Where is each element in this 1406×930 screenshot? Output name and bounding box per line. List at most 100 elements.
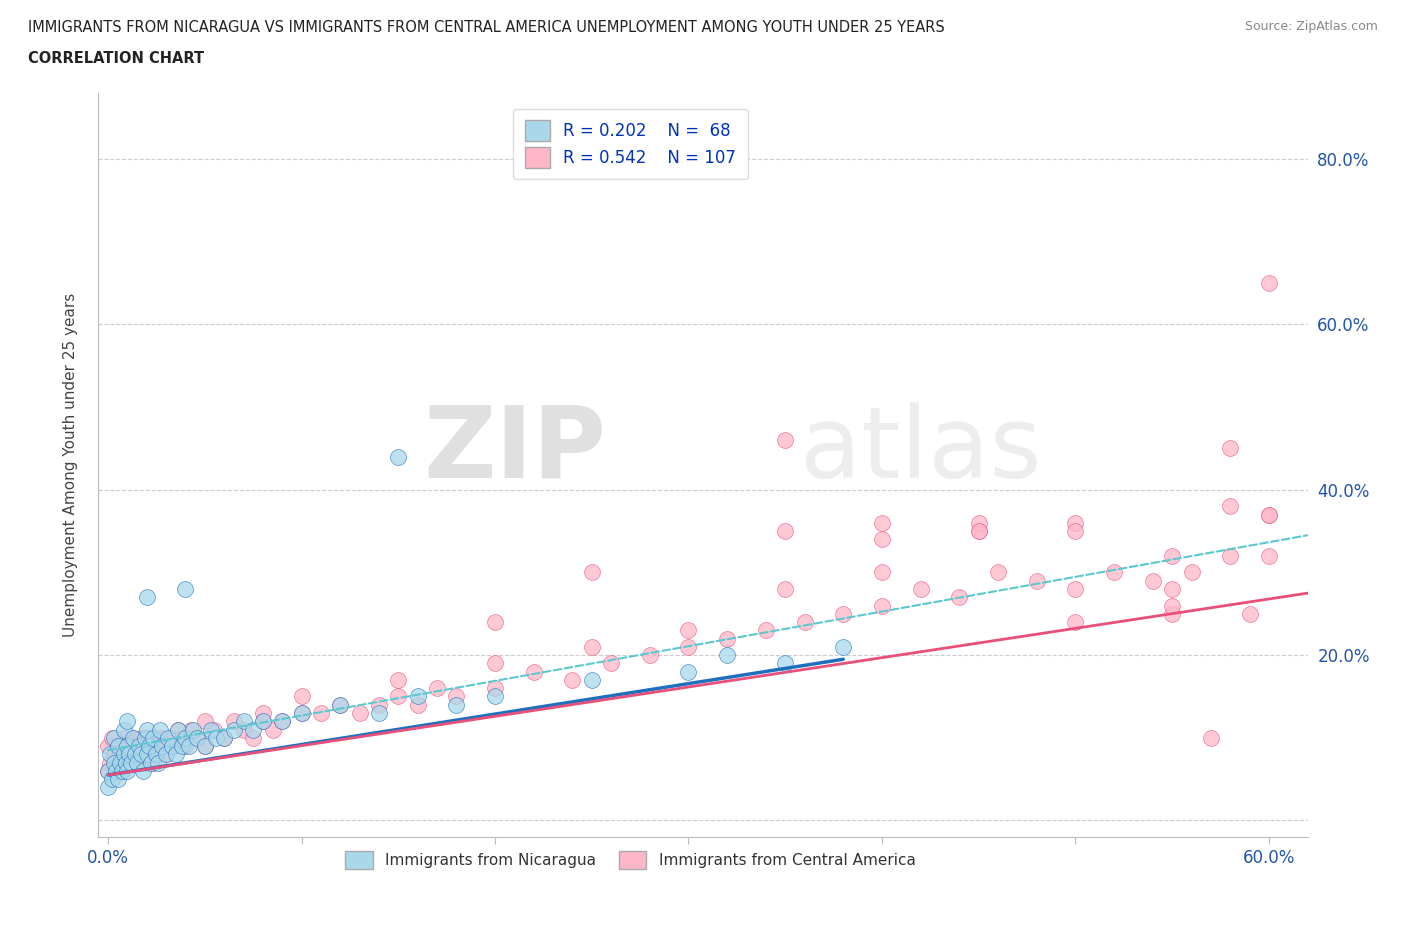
Point [716, 647, 738, 662]
Point [1161, 581, 1184, 596]
Point [159, 730, 181, 745]
Point [118, 738, 141, 753]
Point [145, 747, 167, 762]
Point [103, 755, 125, 770]
Point [426, 681, 449, 696]
Point [181, 722, 204, 737]
Point [290, 689, 312, 704]
Point [242, 730, 264, 745]
Point [114, 747, 136, 762]
Point [120, 755, 142, 770]
Point [1257, 507, 1279, 522]
Point [174, 738, 197, 753]
Point [484, 689, 506, 704]
Point [180, 722, 202, 737]
Point [870, 565, 893, 580]
Point [773, 656, 796, 671]
Point [793, 615, 815, 630]
Point [155, 747, 177, 762]
Point [1219, 441, 1241, 456]
Point [174, 730, 197, 745]
Point [148, 755, 170, 770]
Point [581, 565, 603, 580]
Text: atlas: atlas [800, 402, 1042, 498]
Point [1161, 606, 1184, 621]
Point [1257, 275, 1279, 290]
Point [1102, 565, 1125, 580]
Point [967, 524, 990, 538]
Point [112, 747, 135, 762]
Point [387, 449, 409, 464]
Point [98, 755, 121, 770]
Point [174, 581, 197, 596]
Point [132, 738, 155, 753]
Point [600, 656, 623, 671]
Point [166, 722, 188, 737]
Point [832, 640, 855, 655]
Point [139, 755, 162, 770]
Point [134, 755, 156, 770]
Point [103, 730, 125, 745]
Point [124, 755, 146, 770]
Point [97, 764, 120, 778]
Point [212, 730, 235, 745]
Point [186, 730, 208, 745]
Point [222, 714, 245, 729]
Point [948, 590, 970, 604]
Point [387, 689, 409, 704]
Point [134, 730, 156, 745]
Point [149, 722, 172, 737]
Point [987, 565, 1010, 580]
Point [117, 755, 139, 770]
Point [170, 738, 193, 753]
Point [194, 738, 217, 753]
Point [1219, 498, 1241, 513]
Point [406, 689, 429, 704]
Point [232, 714, 254, 729]
Point [194, 714, 217, 729]
Point [97, 764, 120, 778]
Point [160, 738, 183, 753]
Point [204, 722, 226, 737]
Point [163, 738, 186, 753]
Point [103, 747, 125, 762]
Point [349, 706, 371, 721]
Point [145, 747, 167, 762]
Point [1064, 515, 1087, 530]
Point [870, 532, 893, 547]
Point [446, 698, 468, 712]
Point [124, 747, 146, 762]
Text: IMMIGRANTS FROM NICARAGUA VS IMMIGRANTS FROM CENTRAL AMERICA UNEMPLOYMENT AMONG : IMMIGRANTS FROM NICARAGUA VS IMMIGRANTS … [28, 20, 945, 35]
Point [252, 706, 274, 721]
Point [155, 747, 177, 762]
Point [271, 714, 294, 729]
Point [127, 755, 149, 770]
Point [150, 738, 173, 753]
Point [129, 730, 152, 745]
Point [186, 730, 208, 745]
Point [212, 730, 235, 745]
Point [581, 640, 603, 655]
Point [678, 623, 700, 638]
Point [97, 738, 120, 753]
Point [368, 706, 391, 721]
Point [678, 664, 700, 679]
Point [406, 698, 429, 712]
Point [387, 672, 409, 687]
Point [1180, 565, 1202, 580]
Point [157, 730, 180, 745]
Point [135, 747, 157, 762]
Point [561, 672, 583, 687]
Point [1199, 730, 1222, 745]
Point [222, 722, 245, 737]
Point [107, 772, 129, 787]
Point [170, 730, 193, 745]
Point [135, 722, 157, 737]
Point [484, 681, 506, 696]
Point [194, 738, 217, 753]
Point [1025, 573, 1047, 588]
Point [967, 515, 990, 530]
Point [1239, 606, 1261, 621]
Point [108, 755, 131, 770]
Point [101, 772, 124, 787]
